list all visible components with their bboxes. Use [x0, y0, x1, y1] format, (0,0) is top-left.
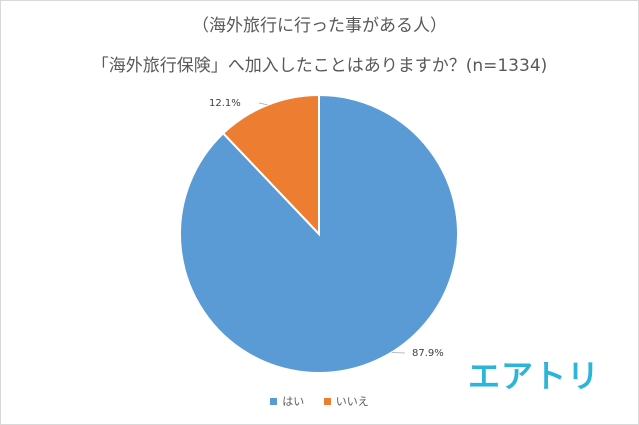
- brand-logo: エアトリ: [467, 357, 600, 395]
- leader-line-no: [258, 102, 268, 106]
- legend-item-no: いいえ: [323, 393, 369, 409]
- legend: はい いいえ: [1, 393, 638, 409]
- data-label-no: 12.1%: [209, 98, 241, 109]
- legend-item-yes: はい: [270, 393, 304, 409]
- legend-label-yes: はい: [282, 395, 305, 408]
- data-label-yes: 87.9%: [412, 348, 444, 359]
- chart-title: （海外旅行に行った事がある人）: [192, 16, 447, 36]
- legend-swatch-yes: [270, 397, 278, 405]
- legend-label-no: いいえ: [335, 395, 369, 408]
- chart-subtitle: 「海外旅行保険」へ加入したことはありますか？(n=1334): [91, 56, 548, 76]
- legend-swatch-no: [323, 397, 331, 405]
- pie-slice-no: [221, 93, 320, 237]
